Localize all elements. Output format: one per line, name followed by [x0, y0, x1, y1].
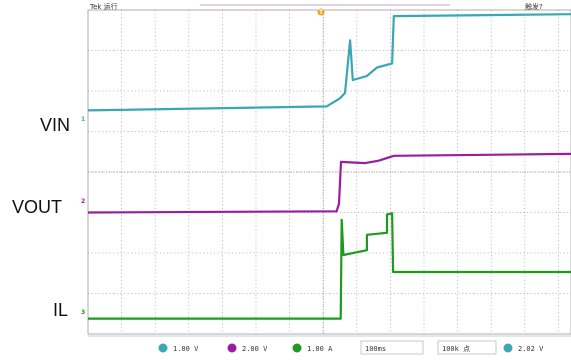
- ch3-scale: 1.00 A: [307, 345, 333, 353]
- trigger-position-icon: [317, 8, 325, 16]
- timebase-box: [360, 340, 424, 355]
- trace-il: [88, 212, 571, 320]
- ch1-ground-marker: 1: [81, 116, 85, 123]
- header-bar: Tek 运行 触发?: [89, 2, 543, 11]
- il-label: IL: [53, 300, 68, 320]
- graticule: [87, 9, 571, 335]
- ch2-badge-icon: [227, 343, 237, 353]
- mode-label: Tek 运行: [89, 2, 118, 11]
- waveform-traces: [87, 13, 571, 320]
- channel-markers: 1 2 3 T: [81, 8, 325, 316]
- ch1-scale: 1.00 V: [173, 345, 199, 353]
- ch2-scale: 2.00 V: [242, 345, 268, 353]
- trigger-source-icon: [503, 343, 513, 353]
- trigger-status: 触发?: [525, 2, 543, 11]
- ch3-badge-icon: [292, 343, 302, 353]
- channel-labels: VIN VOUT IL: [12, 115, 70, 320]
- status-bar: 1.00 V 2.00 V 1.00 A 100ms 100k 点 2.02 V: [88, 335, 571, 355]
- trigger-level: 2.02 V: [518, 345, 544, 353]
- trace-vin: [87, 13, 571, 112]
- trace-vout: [87, 152, 571, 214]
- vout-label: VOUT: [12, 197, 62, 217]
- trigger-position-label: T: [319, 9, 324, 16]
- timebase: 100ms: [365, 345, 386, 353]
- vin-label: VIN: [40, 115, 70, 135]
- ch2-ground-marker: 2: [81, 198, 85, 205]
- ch1-badge-icon: [158, 343, 168, 353]
- sample-box: [437, 340, 497, 355]
- sample-rate: 100k 点: [442, 345, 470, 353]
- ch3-ground-marker: 3: [81, 309, 85, 316]
